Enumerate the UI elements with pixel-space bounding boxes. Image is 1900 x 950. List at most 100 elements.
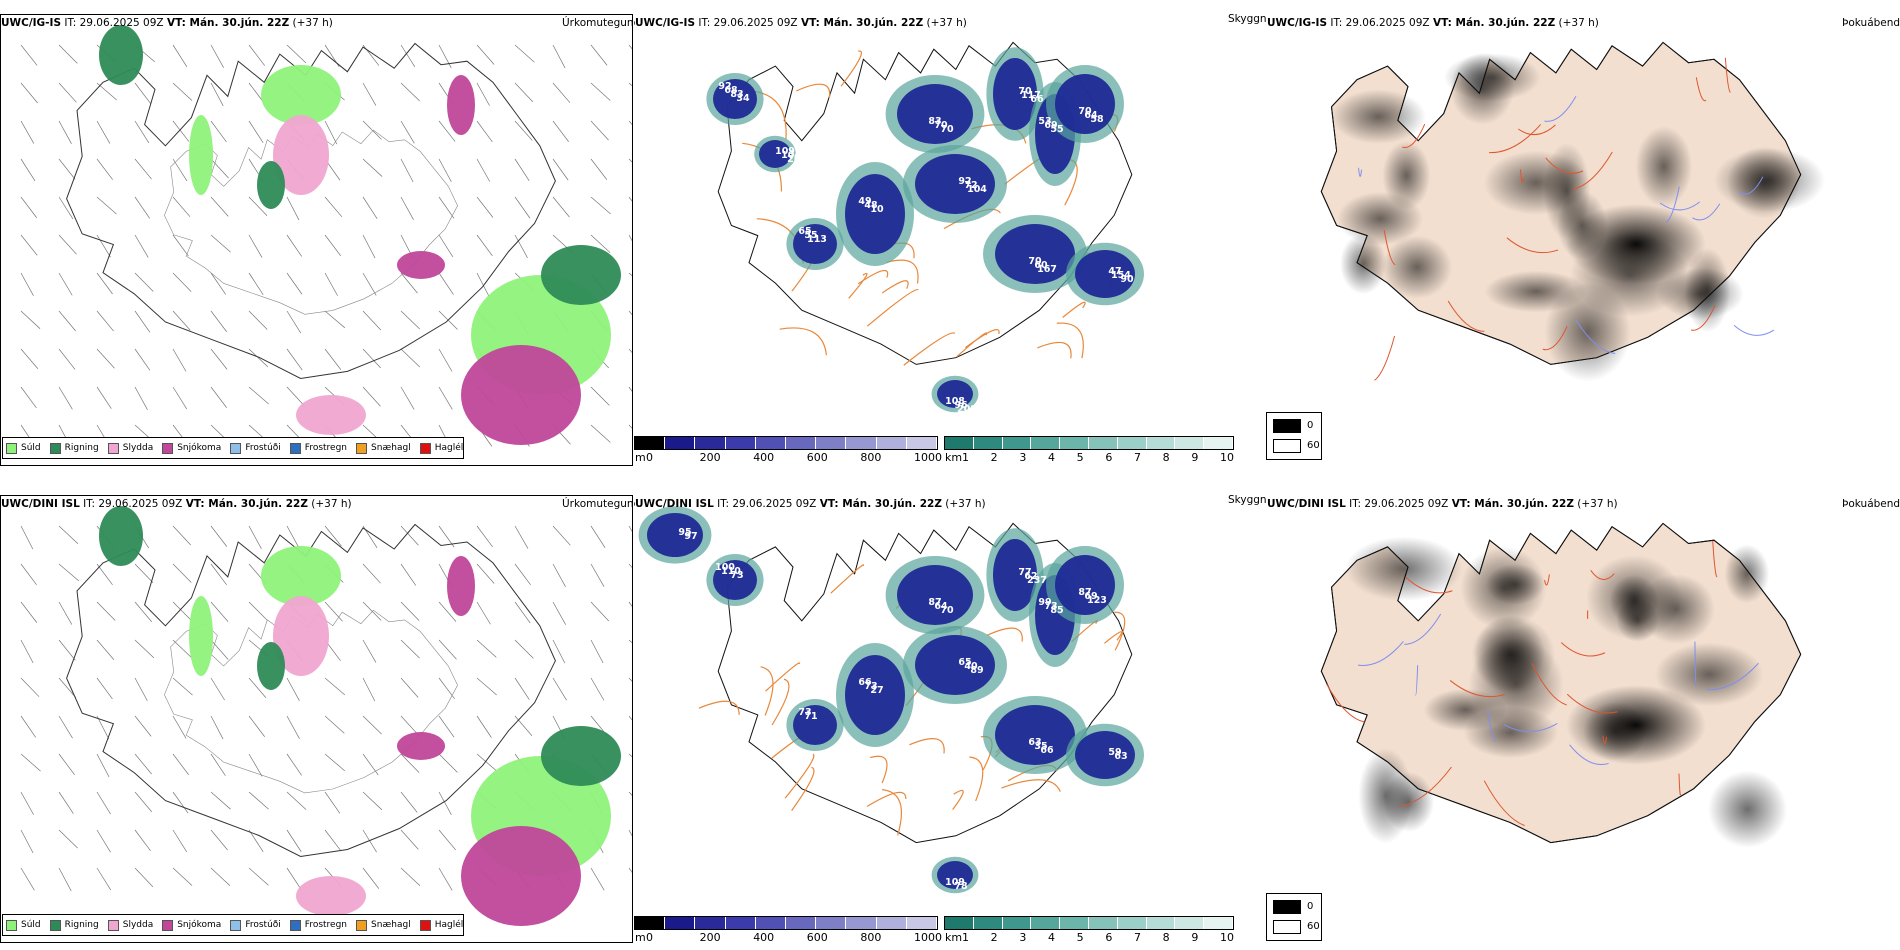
fog-map [1320, 522, 1802, 848]
precip-areas [99, 506, 621, 926]
precip-map [20, 25, 632, 449]
colorbar-tick: 200 [699, 451, 721, 464]
legend-swatch [6, 442, 17, 454]
legend-label: Frostregn [304, 920, 348, 930]
precip-type-panel: Súld Rigning Slydda Snjókoma Frostúði Frostre… [0, 14, 633, 466]
legend-swatch [107, 919, 119, 931]
colorbar-tick: 200 [699, 931, 721, 944]
legend-label: Haglél [434, 920, 464, 930]
legend-label: Rigning [64, 920, 99, 930]
visibility-value-label: 167 [1037, 264, 1057, 275]
colorbar-bin [1146, 917, 1176, 929]
visibility-value-label: 100 [715, 562, 735, 573]
colorbar-bin [786, 917, 817, 929]
visibility-value-label: 237 [1027, 575, 1047, 586]
visibility-value-label: 49 [858, 196, 871, 207]
visibility-value-label: 47 [1108, 266, 1121, 277]
legend-label: Slydda [122, 443, 154, 453]
colorbar-bin [816, 917, 847, 929]
colorbar-tick: 1000 [914, 451, 942, 464]
colorbar-bin [876, 917, 907, 929]
colorbar-bin [1204, 917, 1233, 929]
fog-index-panel [1266, 14, 1900, 466]
coastline [1320, 41, 1802, 365]
colorbar-tick: 600 [806, 451, 828, 464]
colorbar-bin [1088, 917, 1118, 929]
cloud-labels: 1008777998765666359731099511064627369407… [678, 527, 1127, 892]
colorbar-bin [1175, 917, 1205, 929]
colorbar-tick: 400 [753, 451, 775, 464]
visibility-map: 1008777998765666359731099511064627369407… [638, 506, 1144, 894]
legend-label: Súld [21, 920, 41, 930]
visibility-value-label: 66 [1030, 94, 1044, 105]
legend-label: Haglél [434, 443, 464, 453]
visibility-value-label: 99 [1038, 597, 1051, 608]
colorbar-tick: 6 [1105, 451, 1113, 464]
visibility-value-label: 87 [1078, 587, 1091, 598]
visibility-value-label: 154 [1111, 270, 1131, 281]
colorbar-strip [944, 916, 1234, 930]
legend-item-0: Súld [6, 919, 41, 931]
legend-label: Slydda [122, 920, 154, 930]
legend-label: Rigning [64, 443, 99, 453]
colorbar-bin [665, 917, 696, 929]
visibility-value-label: 27 [870, 685, 883, 696]
cloud-areas [638, 506, 1144, 894]
precip-areas [99, 25, 621, 445]
visibility-value-label: 70 [1028, 256, 1042, 267]
visibility-value-label: 87 [928, 597, 941, 608]
fog-type-label: Þokuábendi [1842, 498, 1900, 510]
visibility-value-label: 70 [940, 124, 954, 135]
visibility-value-label: 83 [730, 89, 743, 100]
legend-item-3: Snjókoma [162, 919, 221, 931]
visibility-value-label: 110 [721, 566, 741, 577]
visibility-value-label: 73 [1044, 601, 1057, 612]
colorbar-tick: 5 [1076, 451, 1084, 464]
visibility-value-label: 104 [967, 184, 987, 195]
visibility-value-label: 83 [928, 116, 941, 127]
legend-swatch [419, 442, 431, 454]
fog-map [1320, 41, 1825, 382]
colorbar-tick: 1 [962, 931, 969, 944]
colorbar-bin [1175, 437, 1205, 449]
visibility-value-label: 60 [1034, 260, 1048, 271]
colorbar-tick: 6 [1105, 931, 1113, 944]
visibility-value-label: 68 [724, 85, 738, 96]
visibility-value-label: 109 [775, 146, 795, 157]
colorbar-tick: 7 [1134, 931, 1141, 944]
fog-legend: 0 60 [1266, 412, 1322, 460]
colorbar-tick: 3 [1019, 451, 1027, 464]
visibility-value-label: 55 [804, 230, 817, 241]
colorbar-bin [665, 437, 696, 449]
legend-item-5: Frostregn [289, 919, 348, 931]
colorbar-bin [973, 917, 1003, 929]
colorbar-bin [945, 437, 974, 449]
legend-item-7: Haglél [419, 442, 464, 454]
visibility-value-label: 69 [1044, 120, 1057, 131]
colorbar-bin [1060, 437, 1089, 449]
legend-item-4: Frostúði [230, 919, 281, 931]
cloud-areas [706, 47, 1144, 413]
fog-shading [1320, 41, 1825, 382]
visibility-value-label: 92 [718, 81, 731, 92]
legend-label: Frostregn [304, 443, 348, 453]
colorbar-bin [945, 917, 974, 929]
colorbar-bin [786, 437, 817, 449]
colorbar-tick: 9 [1191, 931, 1199, 944]
fog-legend: 0 60 [1266, 893, 1322, 941]
colorbar-bin [906, 917, 938, 929]
colorbar-tick: 8 [1162, 451, 1170, 464]
legend-item-4: Frostúði [230, 442, 281, 454]
visibility-title: UWC/DINI ISL IT: 29.06.2025 09Z VT: Mán.… [635, 498, 986, 510]
colorbar-tick: 1000 [914, 931, 942, 944]
fog-shading [1320, 522, 1802, 848]
visibility-panel: 92 83 70 53 70 92 49 70 47 65 108 109 68 70 117 69 64 72 4… [635, 14, 1265, 466]
colorbar-tick: 1 [962, 451, 969, 464]
legend-item-5: Frostregn [289, 442, 348, 454]
visibility-value-label: 66 [858, 677, 872, 688]
colorbar-tick: 800 [860, 451, 882, 464]
cloud-labels: 9283705370924970476510810968701176964724… [718, 81, 1134, 415]
visibility-value-label: 55 [1050, 124, 1063, 135]
colorbar-tick: 7 [1134, 451, 1141, 464]
colorbar-bin [1002, 917, 1032, 929]
